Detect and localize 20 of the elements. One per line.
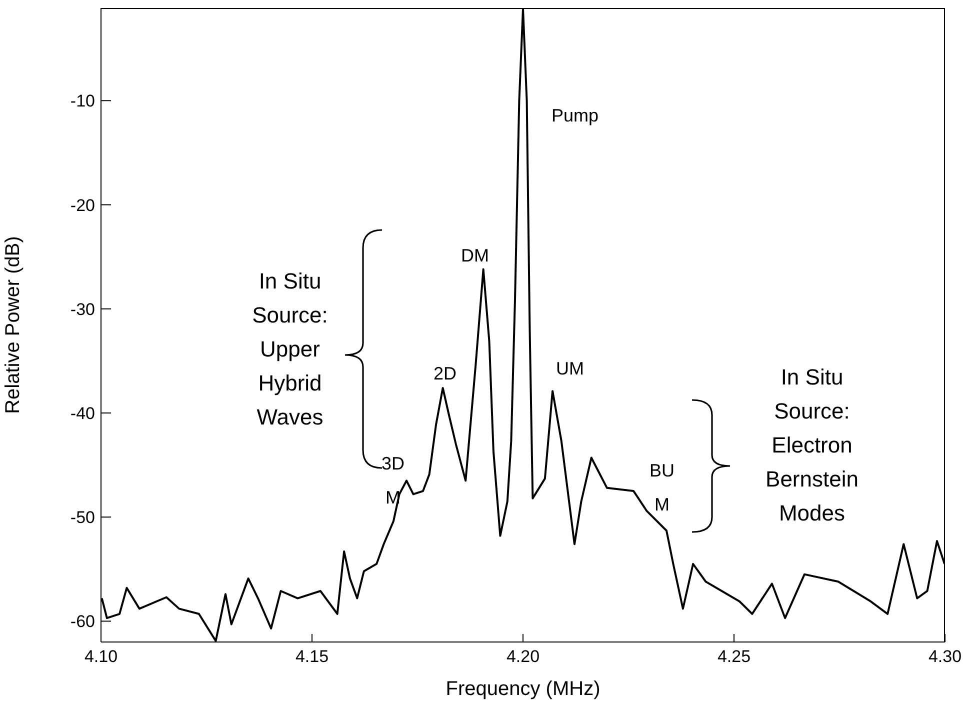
annotation: In Situ Source: Electron Bernstein Modes bbox=[766, 364, 858, 526]
y-axis-title: Relative Power (dB) bbox=[2, 236, 24, 414]
x-tick-label: 4.15 bbox=[295, 647, 329, 666]
annotation: BU M bbox=[649, 460, 675, 514]
y-tick-label: -20 bbox=[70, 196, 95, 215]
y-tick-label: -40 bbox=[70, 404, 95, 424]
annotation: UM bbox=[556, 358, 584, 378]
annotation: Pump bbox=[551, 105, 599, 126]
annotation: 2D bbox=[433, 363, 457, 384]
y-tick-label: -10 bbox=[70, 92, 95, 111]
y-tick-label: -50 bbox=[70, 508, 95, 528]
x-axis-title: Frequency (MHz) bbox=[446, 678, 600, 700]
x-tick-label: 4.20 bbox=[506, 647, 540, 666]
annotation: DM bbox=[461, 245, 489, 266]
y-tick-label: -60 bbox=[70, 612, 95, 632]
annotation: In Situ Source: Upper Hybrid Waves bbox=[252, 268, 328, 430]
x-tick-label: 4.30 bbox=[928, 647, 962, 666]
x-tick-label: 4.10 bbox=[84, 647, 118, 666]
y-tick-label: -30 bbox=[70, 300, 95, 319]
x-tick-label: 4.25 bbox=[717, 647, 751, 666]
